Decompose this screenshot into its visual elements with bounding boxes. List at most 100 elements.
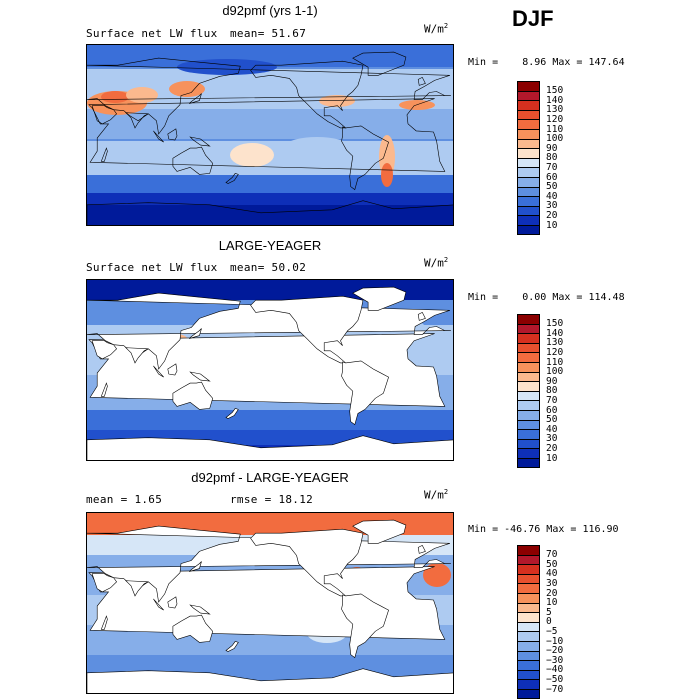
colorbar-label: 140 [546,327,564,339]
coastline [88,98,446,172]
coastline [153,130,164,143]
colorbar-box [517,583,540,593]
field-band [87,45,453,67]
colorbar-box [517,592,540,603]
colorbar-label: 70 [546,161,558,173]
panel-title: LARGE-YEAGER [218,238,322,253]
colorbar-box [517,100,540,110]
coastline [225,641,239,652]
field-label: Surface net LW flux [86,261,218,274]
field-contour [287,137,347,153]
colorbar-box [517,128,540,139]
colorbar-label: 80 [546,152,558,164]
field-label: Surface net LW flux [86,27,218,40]
colorbar-box [517,429,540,439]
map-svg [87,280,453,460]
rmse-label: rmse = 18.12 [230,493,314,506]
colorbar-box [517,224,540,235]
colorbar-box [517,688,540,699]
min-max-label: Min = 8.96 Max = 147.64 [468,57,625,68]
colorbar-label: 40 [546,190,558,202]
coastline [172,146,214,175]
field-contour [423,563,451,587]
coastline [167,128,178,141]
coastline [87,435,453,460]
colorbar-box [517,669,540,680]
coastline [188,561,202,572]
field-contour [172,109,192,137]
colorbar-box [517,186,540,197]
colorbar-label: 50 [546,414,558,426]
coastline [125,580,149,597]
colorbar-box [517,109,540,120]
coastline [189,136,211,147]
map-svg [87,513,453,693]
colorbar-label: 60 [546,404,558,416]
coastline [417,545,426,554]
colorbar-label: 50 [546,558,558,570]
colorbar-box [517,650,540,661]
field-contour [177,59,277,75]
colorbar-label: 60 [546,171,558,183]
colorbar-label: 140 [546,94,564,106]
field-band [87,410,453,432]
coastline [352,286,407,311]
colorbar-box [517,323,540,334]
coastline [153,598,164,611]
mean-label: mean = 1.65 [86,493,163,506]
field-contour [381,163,393,187]
colorbar-label: 20 [546,442,558,454]
field-band [87,205,453,225]
coastline [225,408,239,419]
colorbar-box [517,176,540,187]
colorbar-box [517,215,540,225]
coastline [250,295,364,364]
colorbar-box [517,196,540,206]
coastline [91,340,117,360]
colorbar-box [517,333,540,343]
colorbar-box [517,361,540,372]
colorbar-box [517,342,540,353]
coastline [153,365,164,378]
colorbar-label: 100 [546,366,564,378]
coastline [100,382,108,397]
coastline [91,573,117,593]
colorbar-box [517,400,540,410]
map-panel-model [86,44,454,226]
colorbar-label: −30 [546,654,564,666]
coastline [87,668,453,693]
colorbar [517,81,540,235]
map-panel-obs [86,279,454,461]
coastline [352,519,407,544]
colorbar-label: 0 [546,616,552,628]
coastline [352,51,407,76]
coastline [225,173,239,184]
colorbar-box [517,679,540,689]
colorbar-box [517,621,540,632]
coastline [100,615,108,630]
season-label: DJF [512,6,554,31]
colorbar-box [517,148,540,158]
colorbar-box [517,448,540,458]
colorbar-box [517,660,540,670]
coastline [167,596,178,609]
colorbar-box [517,371,540,382]
colorbar-label: 30 [546,577,558,589]
colorbar [517,314,540,468]
coastline [167,363,178,376]
colorbar-box [517,409,540,420]
colorbar-box [517,138,540,149]
map-panel-diff [86,512,454,694]
colorbar-label: 120 [546,346,564,358]
colorbar-label: 100 [546,133,564,145]
colorbar-label: −70 [546,683,564,695]
colorbar-box [517,381,540,391]
colorbar-label: 40 [546,568,558,580]
colorbar-label: 50 [546,181,558,193]
colorbar-label: 90 [546,142,558,154]
coastline [250,60,364,129]
coastline [188,93,202,104]
colorbar-box [517,90,540,101]
colorbar-label: −5 [546,625,558,637]
colorbar-label: 30 [546,433,558,445]
